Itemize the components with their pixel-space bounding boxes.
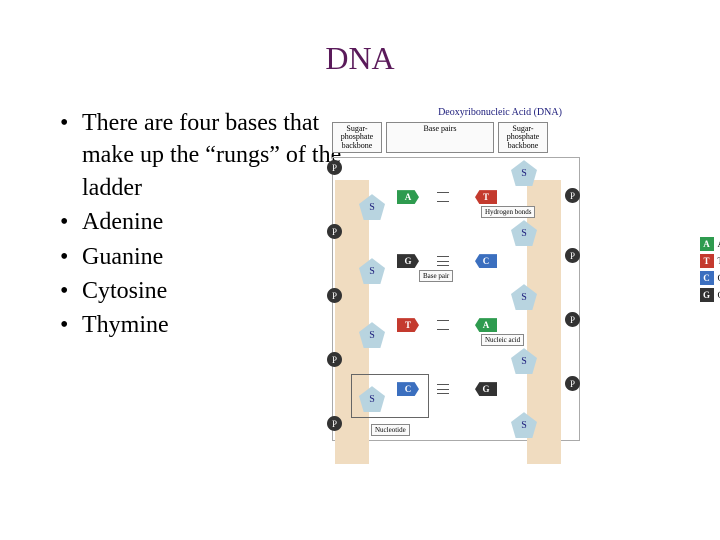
base-A: A [475,318,497,332]
legend-row-G: G Guanine [700,288,720,302]
page-title: DNA [0,0,720,107]
content-row: There are four bases that make up the “r… [0,107,720,441]
legend-row-C: C Cytosine [700,271,720,285]
bullet-item: Thymine [60,309,350,341]
legend-swatch-C: C [700,271,714,285]
nucleotide-box [351,374,429,418]
base-T: T [397,318,419,332]
label-backbone-right: Sugar- phosphate backbone [498,122,548,153]
hydrogen-bond [437,384,449,394]
label-backbone-left: Sugar- phosphate backbone [332,122,382,153]
annotation-base-pair: Base pair [419,270,453,282]
label-base-pairs: Base pairs [386,122,494,153]
legend-swatch-T: T [700,254,714,268]
bullet-item: Adenine [60,206,350,238]
hydrogen-bond [437,320,449,330]
dna-chain: PPSSPSPATHydrogen bondsSPSPGCBase pairSP… [332,157,580,441]
diagram-title: Deoxyribonucleic Acid (DNA) [310,107,690,118]
phosphate-icon: P [327,160,342,175]
hydrogen-bond [437,192,449,202]
base-A: A [397,190,419,204]
base-G: G [475,382,497,396]
legend-swatch-G: G [700,288,714,302]
legend-row-A: A Adenine [700,237,720,251]
phosphate-icon: P [565,312,580,327]
base-G: G [397,254,419,268]
legend: A Adenine T Thymine C Cytosine G Guanine [700,237,720,305]
hydrogen-bond [437,256,449,266]
base-T: T [475,190,497,204]
annotation-nucleic-acid: Nucleic acid [481,334,524,346]
legend-swatch-A: A [700,237,714,251]
phosphate-icon: P [565,376,580,391]
phosphate-icon: P [565,188,580,203]
base-C: C [475,254,497,268]
bullet-item: There are four bases that make up the “r… [60,107,350,204]
annotation-hydrogen-bonds: Hydrogen bonds [481,206,535,218]
top-labels: Sugar- phosphate backbone Base pairs Sug… [332,122,690,153]
annotation-nucleotide: Nucleotide [371,424,410,436]
bullet-list: There are four bases that make up the “r… [60,107,350,441]
bullet-item: Cytosine [60,275,350,307]
legend-row-T: T Thymine [700,254,720,268]
sugar-icon: S [511,160,537,186]
bullet-item: Guanine [60,241,350,273]
dna-diagram: Deoxyribonucleic Acid (DNA) Sugar- phosp… [350,107,690,441]
phosphate-icon: P [565,248,580,263]
